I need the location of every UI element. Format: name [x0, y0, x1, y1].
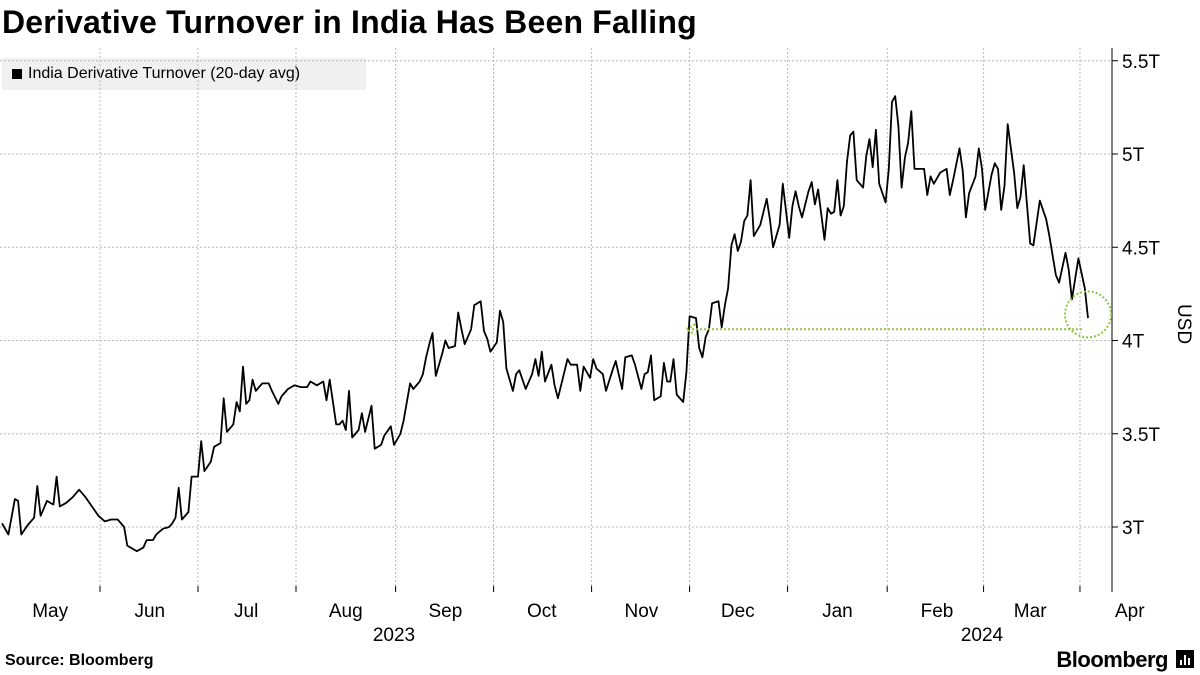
- brand-mark-icon: [1176, 650, 1194, 668]
- x-tick-label: Oct: [527, 601, 557, 622]
- annotation-layer: [684, 290, 1112, 339]
- source-note: Source: Bloomberg: [5, 652, 154, 669]
- legend-swatch: [12, 69, 22, 79]
- annotation-circle: [1064, 290, 1112, 339]
- x-tick-label: Aug: [329, 601, 363, 622]
- x-tick-label: Apr: [1115, 601, 1145, 622]
- axis-labels: 3T 3.5T 4T 4.5T 5T 5.5T USD May Jun Jul Aug Sep Oct N…: [32, 52, 1194, 646]
- year-label: 2024: [961, 625, 1004, 646]
- x-tick-label: Feb: [921, 601, 954, 622]
- y-tick-label: 5T: [1122, 145, 1145, 166]
- series-layer: [1, 95, 1089, 553]
- x-tick-label: Dec: [721, 601, 755, 622]
- x-tick-label: Jun: [134, 601, 165, 622]
- y-axis-title: USD: [1173, 304, 1194, 344]
- x-tick-label: Nov: [624, 601, 658, 622]
- y-tick-label: 4.5T: [1122, 238, 1160, 259]
- brand-logo: Bloomberg: [1056, 647, 1168, 672]
- x-tick-label: Mar: [1014, 601, 1047, 622]
- legend-label: India Derivative Turnover (20-day avg): [28, 65, 301, 82]
- y-tick-label: 5.5T: [1122, 52, 1160, 73]
- year-label: 2023: [373, 625, 415, 646]
- x-tick-label: Jan: [822, 601, 853, 622]
- chart-title: Derivative Turnover in India Has Been Fa…: [2, 4, 697, 40]
- series-line: [1, 95, 1089, 553]
- x-tick-label: May: [32, 601, 68, 622]
- annotation-arrowhead: [684, 323, 696, 336]
- y-tick-label: 3.5T: [1122, 425, 1160, 446]
- grid-lines: [0, 48, 1112, 592]
- axes: [99, 48, 1118, 592]
- legend: India Derivative Turnover (20-day avg): [2, 58, 366, 90]
- x-tick-label: Jul: [234, 601, 258, 622]
- x-tick-label: Sep: [428, 601, 462, 622]
- y-tick-label: 3T: [1122, 518, 1145, 539]
- y-tick-label: 4T: [1122, 332, 1145, 353]
